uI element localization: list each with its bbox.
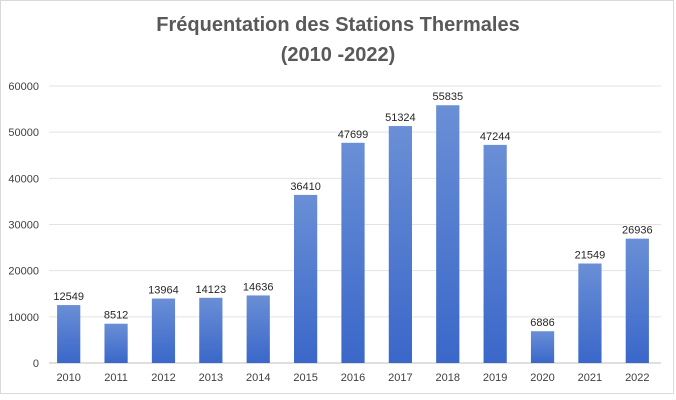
bar-2016 [341, 142, 365, 363]
data-label-2018: 55835 [432, 91, 463, 103]
bar-2021 [578, 263, 602, 363]
x-tick-label: 2013 [199, 372, 223, 384]
x-tick-label: 2017 [388, 372, 412, 384]
x-tick-label: 2012 [151, 372, 175, 384]
bar-2015 [294, 194, 318, 363]
x-tick-label: 2020 [530, 372, 554, 384]
y-tick-label: 10000 [8, 312, 39, 324]
bar-2018 [436, 105, 460, 363]
bar-2019 [483, 144, 507, 363]
data-label-2020: 6886 [530, 317, 554, 329]
bar-2020 [530, 331, 555, 363]
y-tick-label: 30000 [8, 220, 39, 232]
data-label-2010: 12549 [53, 291, 84, 303]
x-tick-label: 2010 [56, 372, 80, 384]
data-label-2011: 8512 [104, 310, 128, 322]
data-label-2021: 21549 [575, 250, 606, 262]
bars [57, 105, 649, 363]
data-label-2014: 14636 [243, 281, 274, 293]
x-tick-label: 2022 [625, 372, 649, 384]
chart-title-line2: (2010 -2022) [280, 44, 396, 66]
y-tick-label: 0 [33, 358, 39, 370]
bar-2013 [199, 297, 223, 363]
x-axis-ticks: 2010 2011 2012 2013 2014 2015 2016 2017 2018 2019… [56, 372, 649, 384]
y-tick-label: 40000 [8, 173, 39, 185]
bar-2022 [625, 238, 649, 363]
x-tick-label: 2016 [341, 372, 365, 384]
data-label-2015: 36410 [290, 181, 321, 193]
x-tick-label: 2014 [246, 372, 270, 384]
chart-title-line1: Fréquentation des Stations Thermales [156, 14, 520, 36]
bar-2010 [57, 305, 81, 363]
y-tick-label: 50000 [8, 127, 39, 139]
bar-2017 [388, 126, 412, 363]
bar-2012 [151, 298, 176, 363]
data-label-2019: 47244 [480, 131, 511, 143]
x-tick-label: 2019 [483, 372, 507, 384]
data-labels: 12549 8512 13964 14123 14636 36410 47699 51324 5… [53, 91, 652, 329]
bar-2014 [246, 295, 270, 363]
data-label-2017: 51324 [385, 112, 416, 124]
y-tick-label: 20000 [8, 266, 39, 278]
data-label-2016: 47699 [338, 129, 369, 141]
x-tick-label: 2018 [436, 372, 460, 384]
x-tick-label: 2021 [578, 372, 602, 384]
x-tick-label: 2011 [104, 372, 128, 384]
data-label-2012: 13964 [148, 285, 179, 297]
data-label-2022: 26936 [622, 225, 653, 237]
x-tick-label: 2015 [293, 372, 317, 384]
gridlines [49, 85, 661, 364]
bar-2011 [104, 323, 128, 363]
y-tick-label: 60000 [8, 81, 39, 93]
data-label-2013: 14123 [196, 284, 227, 296]
y-axis-ticks: 0 10000 20000 30000 40000 50000 60000 [8, 81, 39, 370]
